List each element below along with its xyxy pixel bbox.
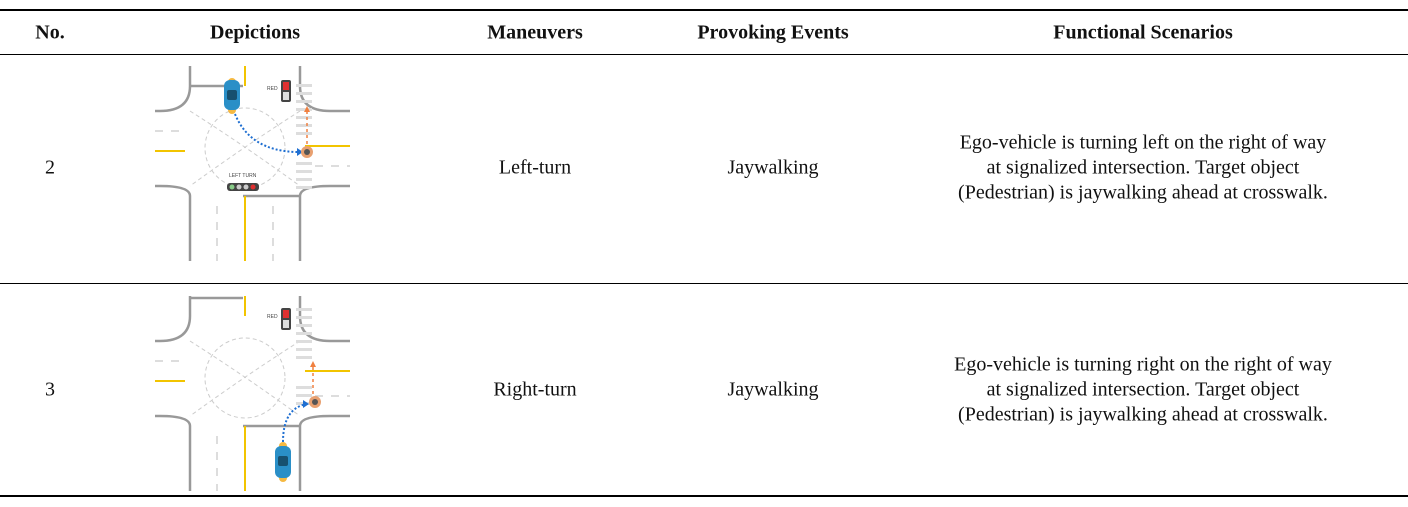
header-cell: Maneuvers — [487, 21, 583, 44]
header-cell: Provoking Events — [697, 21, 849, 44]
row-rule — [0, 283, 1408, 284]
header-cell: Depictions — [210, 21, 300, 44]
depiction: RED — [155, 296, 350, 491]
provoking-event: Jaywalking — [727, 378, 819, 401]
functional-scenario: Ego-vehicle is turning right on the righ… — [954, 353, 1332, 426]
row-number: 2 — [45, 156, 55, 179]
bottom-rule — [0, 495, 1408, 497]
top-rule — [0, 9, 1408, 11]
row-number: 3 — [45, 378, 55, 401]
signal-label: LEFT TURN — [229, 173, 257, 179]
header-rule — [0, 54, 1408, 55]
functional-scenario: Ego-vehicle is turning left on the right… — [958, 131, 1328, 204]
depiction: RED LEFT TURN — [155, 66, 350, 261]
signal-label: RED — [267, 86, 278, 92]
maneuver: Right-turn — [493, 378, 577, 401]
header-cell: No. — [35, 21, 65, 44]
provoking-event: Jaywalking — [727, 156, 819, 179]
header-cell: Functional Scenarios — [1053, 21, 1233, 44]
maneuver: Left-turn — [498, 156, 572, 179]
signal-label: RED — [267, 314, 278, 320]
